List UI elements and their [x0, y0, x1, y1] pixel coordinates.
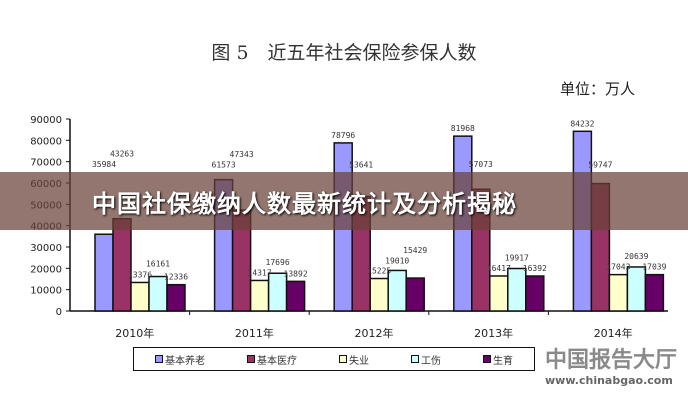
data-label: 17696 — [266, 258, 290, 267]
unit-label: 单位：万人 — [560, 80, 636, 98]
bar-生育 — [166, 283, 186, 312]
legend-item: 基本医疗 — [247, 352, 297, 367]
data-label: 35984 — [92, 160, 116, 169]
chart-title: 图 5 近五年社会保险参保人数 — [211, 42, 477, 64]
legend-label: 工伤 — [421, 355, 441, 367]
x-tick-label: 2012年 — [355, 326, 394, 340]
legend-item: 失业 — [339, 352, 369, 367]
bar-失业 — [489, 275, 509, 312]
data-label: 53641 — [349, 161, 373, 170]
data-label: 14317 — [248, 268, 272, 277]
data-label: 16417 — [487, 264, 511, 273]
data-label: 59747 — [588, 161, 612, 170]
bar-工伤 — [267, 272, 288, 312]
title-banner: 中国社保缴纳人数最新统计及分析揭秘 — [0, 172, 688, 230]
bar-失业 — [249, 279, 270, 312]
data-label: 19010 — [385, 256, 409, 265]
bar-生育 — [525, 275, 545, 312]
watermark-logo: 中国报告大厅 www.chinabgao.com — [545, 342, 677, 387]
x-tick-label: 2013年 — [474, 326, 513, 340]
y-tick-label: 70000 — [30, 158, 62, 169]
data-label: 17043 — [606, 263, 630, 272]
y-tick-label: 20000 — [30, 264, 62, 275]
x-tick-label: 2011年 — [235, 326, 274, 340]
data-label: 12336 — [164, 273, 188, 282]
bar-失业 — [369, 277, 389, 312]
legend-swatch — [155, 355, 163, 363]
data-label: 57073 — [469, 160, 493, 169]
legend-swatch — [339, 355, 347, 363]
legend-swatch — [247, 355, 255, 363]
y-tick-label: 90000 — [30, 115, 62, 126]
data-label: 15225 — [367, 267, 391, 276]
bar-生育 — [285, 280, 306, 312]
legend-item: 基本养老 — [155, 352, 205, 367]
bar-工伤 — [507, 267, 527, 312]
legend-item: 工伤 — [411, 352, 441, 367]
bar-工伤 — [387, 269, 407, 312]
bar-生育 — [405, 277, 425, 312]
bar-失业 — [608, 273, 629, 312]
x-tick-label: 2010年 — [115, 326, 154, 340]
data-label: 47343 — [230, 150, 254, 159]
legend: 基本养老 基本医疗 失业 工伤 生育 — [133, 347, 535, 371]
data-label: 78796 — [331, 131, 355, 140]
y-tick-label: 30000 — [30, 243, 62, 254]
data-label: 19917 — [505, 254, 529, 263]
legend-item: 生育 — [483, 352, 513, 367]
data-label: 16392 — [523, 264, 547, 273]
bar-失业 — [130, 281, 150, 312]
data-label: 15429 — [403, 246, 427, 255]
bar-工伤 — [148, 275, 168, 312]
watermark-url: www.chinabgao.com — [545, 374, 673, 387]
bar-生育 — [644, 273, 665, 312]
legend-swatch — [483, 355, 491, 363]
y-tick-label: 0 — [56, 307, 62, 318]
y-tick-label: 80000 — [30, 136, 62, 147]
watermark-name: 中国报告大厅 — [545, 348, 678, 373]
legend-swatch — [411, 355, 419, 363]
data-label: 43263 — [110, 150, 134, 159]
data-label: 20639 — [624, 252, 648, 261]
bar-基本医疗 — [112, 217, 132, 312]
y-tick-label: 10000 — [30, 286, 62, 297]
legend-label: 基本医疗 — [257, 355, 297, 367]
data-label: 13376 — [128, 270, 152, 279]
legend-label: 基本养老 — [165, 355, 205, 367]
bar-工伤 — [626, 266, 647, 312]
banner-text: 中国社保缴纳人数最新统计及分析揭秘 — [92, 190, 517, 218]
data-label: 17039 — [642, 263, 666, 272]
x-tick-label: 2014年 — [594, 326, 633, 340]
data-label: 16161 — [146, 260, 170, 269]
data-label: 13892 — [284, 269, 308, 278]
legend-label: 生育 — [493, 355, 513, 367]
bar-基本养老 — [94, 233, 114, 312]
data-label: 61573 — [212, 161, 236, 170]
data-label: 81968 — [451, 124, 475, 133]
data-label: 84232 — [570, 119, 594, 128]
legend-label: 失业 — [349, 355, 369, 367]
